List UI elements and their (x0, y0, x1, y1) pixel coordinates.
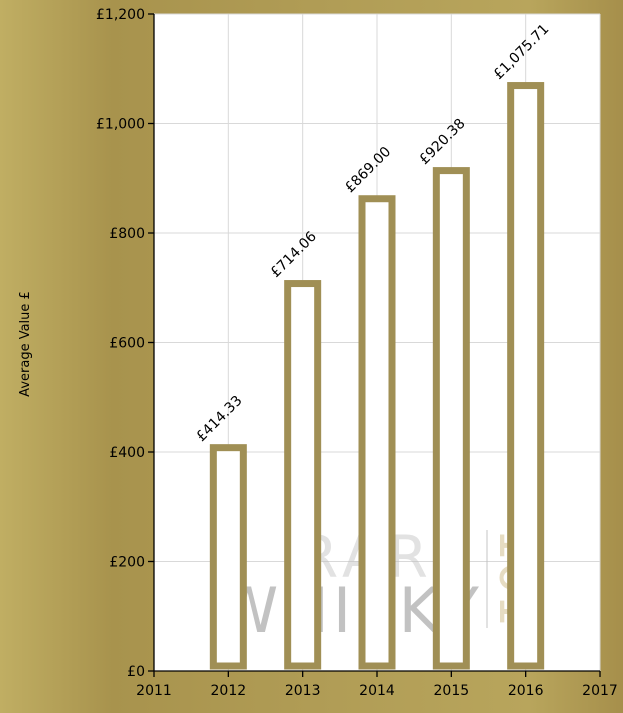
y-tick-label: £0 (127, 664, 145, 680)
x-tick-label: 2011 (136, 683, 172, 699)
bar-2013 (284, 280, 322, 670)
y-tick-label: £400 (109, 445, 145, 461)
y-axis-label: Average Value £ (18, 291, 33, 397)
bar-2014 (358, 195, 396, 670)
bar-2016 (507, 82, 545, 670)
y-tick-label: £1,000 (96, 117, 145, 133)
bar-2012 (209, 444, 247, 670)
y-tick-label: £1,200 (96, 7, 145, 23)
x-tick-label: 2012 (211, 683, 247, 699)
y-tick-label: £800 (109, 226, 145, 242)
x-tick-label: 2015 (434, 683, 470, 699)
y-axis-ticks: £0 £200 £400 £600 £800 £1,000 £1,200 (96, 7, 154, 680)
bar-2015 (432, 167, 470, 670)
x-axis-ticks: 2011 2012 2013 2014 2015 2016 2017 (136, 671, 618, 699)
y-tick-label: £200 (109, 555, 145, 571)
x-tick-label: 2017 (582, 683, 618, 699)
x-tick-label: 2014 (359, 683, 395, 699)
y-tick-label: £600 (109, 336, 145, 352)
x-tick-label: 2013 (285, 683, 321, 699)
x-tick-label: 2016 (508, 683, 544, 699)
bars (209, 82, 545, 670)
